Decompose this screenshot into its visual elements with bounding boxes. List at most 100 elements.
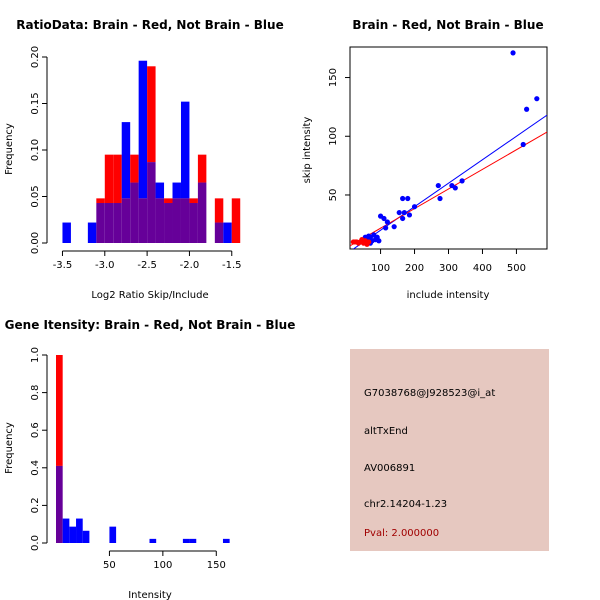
ratio-histogram-x-tick-label: -3.0 bbox=[95, 260, 115, 271]
scatter-point-notbrain bbox=[400, 215, 406, 222]
ratio-histogram-y-tick-label: 0.15 bbox=[30, 92, 41, 114]
ratio-histogram-bar-brain-9 bbox=[130, 154, 139, 183]
scatter-point-notbrain bbox=[520, 141, 526, 148]
ratio-histogram-bar-notbrain-15 bbox=[180, 101, 190, 199]
ratio-histogram-bar-overlap-8 bbox=[121, 198, 131, 243]
scatter-x-tick-label: 100 bbox=[371, 263, 390, 274]
scatter-point-notbrain bbox=[534, 96, 540, 102]
ratio-histogram-bar-notbrain-8 bbox=[121, 122, 131, 199]
scatter-panel: Brain - Red, Not Brain - Blue include in… bbox=[302, 18, 548, 301]
intensity-histogram-bar-notbrain-19 bbox=[182, 538, 190, 543]
intensity-histogram-y-tick-label: 0.4 bbox=[30, 460, 41, 476]
scatter-point-notbrain bbox=[383, 225, 389, 231]
ratio-histogram-bar-overlap-13 bbox=[164, 203, 173, 243]
scatter-x-tick-label: 500 bbox=[507, 263, 526, 274]
scatter-point-brain bbox=[359, 239, 365, 245]
info-event-type: altTxEnd bbox=[364, 426, 408, 437]
ratio-histogram-bar-brain-5 bbox=[96, 198, 105, 204]
intensity-histogram-bar-notbrain-25 bbox=[222, 538, 230, 543]
scatter-point-notbrain bbox=[411, 204, 418, 210]
scatter-y-tick-label: 150 bbox=[328, 68, 339, 87]
ratio-histogram-title: RatioData: Brain - Red, Not Brain - Blue bbox=[16, 18, 283, 32]
scatter-fit-lines bbox=[350, 114, 547, 249]
scatter-point-notbrain bbox=[435, 182, 441, 189]
scatter-points bbox=[350, 50, 540, 247]
ratio-histogram-bar-notbrain-14 bbox=[172, 182, 181, 199]
ratio-histogram-x-tick-label: -3.5 bbox=[53, 260, 73, 271]
scatter-point-notbrain bbox=[437, 195, 443, 202]
ratio-histogram-bar-overlap-19 bbox=[214, 222, 224, 243]
intensity-histogram-panel: Gene Itensity: Brain - Red, Not Brain - … bbox=[4, 318, 295, 600]
ratio-histogram-bars bbox=[62, 60, 241, 243]
scatter-point-notbrain bbox=[510, 50, 516, 56]
ratio-histogram-bar-notbrain-4 bbox=[87, 222, 97, 243]
ratio-histogram-axes: -3.5 -3.0 -2.5 -2.0 -1.5 0.00 0.05 0.10 0.15 0.20 bbox=[30, 46, 242, 271]
scatter-x-tick-label: 300 bbox=[439, 263, 458, 274]
scatter-fit-line-0 bbox=[352, 114, 547, 249]
ratio-histogram-bar-brain-11 bbox=[147, 66, 156, 163]
ratio-histogram-bar-brain-21 bbox=[231, 198, 241, 243]
intensity-histogram-bar-notbrain-1 bbox=[62, 518, 70, 543]
scatter-point-notbrain bbox=[381, 215, 387, 222]
ratio-histogram-bar-brain-17 bbox=[197, 154, 207, 183]
info-panel-background bbox=[350, 349, 549, 551]
scatter-point-notbrain bbox=[376, 238, 382, 244]
ratio-histogram-y-tick-label: 0.10 bbox=[30, 139, 41, 161]
ratio-histogram-y-tick-label: 0.20 bbox=[30, 46, 41, 68]
intensity-histogram-bar-notbrain-14 bbox=[149, 538, 157, 543]
scatter-xlabel: include intensity bbox=[407, 290, 490, 301]
intensity-histogram-x-tick-label: 100 bbox=[153, 560, 172, 571]
scatter-x-tick-label: 200 bbox=[405, 263, 424, 274]
scatter-fit-line-1 bbox=[350, 131, 547, 247]
ratio-histogram-bar-overlap-5 bbox=[96, 203, 105, 243]
intensity-histogram-y-tick-label: 1.0 bbox=[30, 347, 41, 363]
ratio-histogram-x-tick-label: -1.5 bbox=[222, 260, 242, 271]
intensity-histogram-bar-notbrain-3 bbox=[76, 518, 83, 543]
scatter-y-tick-label: 50 bbox=[328, 189, 339, 202]
ratio-histogram-bar-notbrain-10 bbox=[138, 60, 148, 199]
intensity-histogram-title: Gene Itensity: Brain - Red, Not Brain - … bbox=[5, 318, 296, 332]
intensity-histogram-axes: 50 100 150 0.0 0.2 0.4 0.6 0.8 1.0 bbox=[30, 347, 226, 571]
ratio-histogram-bar-overlap-7 bbox=[113, 203, 122, 243]
ratio-histogram-bar-overlap-12 bbox=[155, 198, 165, 243]
scatter-point-notbrain bbox=[459, 178, 465, 184]
ratio-histogram-bar-notbrain-12 bbox=[155, 182, 165, 199]
scatter-point-notbrain bbox=[396, 209, 402, 216]
intensity-histogram-bar-brain-0 bbox=[56, 355, 63, 466]
ratio-histogram-bar-overlap-10 bbox=[138, 198, 148, 243]
intensity-histogram-bars bbox=[56, 355, 230, 543]
intensity-histogram-bar-notbrain-8 bbox=[109, 526, 117, 543]
ratio-histogram-bar-notbrain-1 bbox=[62, 222, 71, 243]
ratio-histogram-bar-notbrain-20 bbox=[223, 222, 232, 243]
ratio-histogram-y-tick-label: 0.05 bbox=[30, 185, 41, 207]
intensity-histogram-y-tick-label: 0.6 bbox=[30, 422, 41, 438]
scatter-x-tick-label: 400 bbox=[473, 263, 492, 274]
info-panel: G7038768@J928523@i_at altTxEnd AV006891 … bbox=[350, 349, 549, 551]
scatter-point-notbrain bbox=[406, 212, 413, 218]
ratio-histogram-bar-overlap-16 bbox=[189, 203, 198, 243]
intensity-histogram-bar-overlap-0 bbox=[56, 465, 63, 543]
intensity-histogram-bar-notbrain-4 bbox=[82, 530, 90, 543]
intensity-histogram-x-tick-label: 50 bbox=[103, 560, 116, 571]
intensity-histogram-ylabel: Frequency bbox=[4, 422, 15, 474]
scatter-point-notbrain bbox=[524, 106, 530, 112]
info-pval: Pval: 2.000000 bbox=[364, 528, 439, 539]
info-accession: AV006891 bbox=[364, 463, 415, 474]
scatter-point-notbrain bbox=[400, 195, 406, 202]
ratio-histogram-bar-overlap-15 bbox=[180, 198, 190, 243]
intensity-histogram-bar-notbrain-20 bbox=[189, 538, 197, 543]
scatter-point-notbrain bbox=[452, 185, 458, 191]
intensity-histogram-bar-notbrain-2 bbox=[69, 526, 77, 543]
scatter-point-brain bbox=[364, 241, 370, 247]
intensity-histogram-x-tick-label: 150 bbox=[207, 560, 226, 571]
ratio-histogram-bar-brain-7 bbox=[113, 154, 122, 204]
ratio-histogram-bar-brain-13 bbox=[164, 198, 173, 204]
scatter-y-tick-label: 100 bbox=[328, 127, 339, 146]
ratio-histogram-bar-brain-6 bbox=[104, 154, 114, 204]
scatter-point-notbrain bbox=[391, 224, 397, 230]
ratio-histogram-bar-overlap-11 bbox=[147, 162, 156, 243]
intensity-histogram-y-tick-label: 0.2 bbox=[30, 497, 41, 513]
scatter-point-notbrain bbox=[384, 219, 390, 225]
ratio-histogram-x-tick-label: -2.5 bbox=[137, 260, 157, 271]
